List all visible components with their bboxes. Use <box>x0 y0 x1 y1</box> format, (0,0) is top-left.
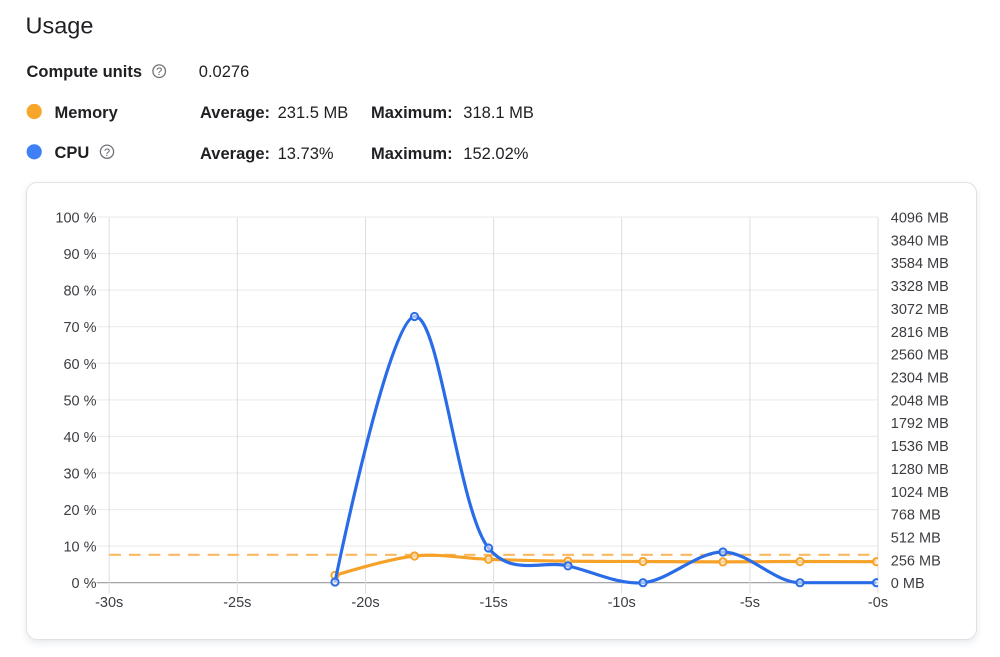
svg-text:0 MB: 0 MB <box>891 576 925 592</box>
svg-text:3584 MB: 3584 MB <box>891 256 949 272</box>
svg-text:?: ? <box>156 66 162 78</box>
svg-text:Maximum:: Maximum: <box>371 104 453 122</box>
svg-text:Compute units: Compute units <box>27 63 143 81</box>
svg-text:-0s: -0s <box>868 595 888 611</box>
svg-text:152.02%: 152.02% <box>463 145 528 163</box>
svg-text:2560 MB: 2560 MB <box>891 348 949 364</box>
svg-text:-30s: -30s <box>95 595 123 611</box>
svg-text:3840 MB: 3840 MB <box>891 233 949 249</box>
svg-text:80 %: 80 % <box>63 284 96 300</box>
svg-text:60 %: 60 % <box>63 357 96 373</box>
svg-text:-5s: -5s <box>740 595 760 611</box>
svg-text:0 %: 0 % <box>72 576 97 592</box>
svg-text:Usage: Usage <box>26 12 94 38</box>
svg-text:3328 MB: 3328 MB <box>891 279 949 295</box>
svg-text:1536 MB: 1536 MB <box>891 439 949 455</box>
svg-text:CPU: CPU <box>55 144 90 162</box>
svg-text:Average:: Average: <box>200 145 270 163</box>
svg-text:3072 MB: 3072 MB <box>891 302 949 318</box>
svg-text:1792 MB: 1792 MB <box>891 416 949 432</box>
svg-text:256 MB: 256 MB <box>891 553 941 569</box>
svg-text:318.1 MB: 318.1 MB <box>463 104 534 122</box>
svg-text:10 %: 10 % <box>63 540 96 556</box>
svg-text:-20s: -20s <box>351 595 379 611</box>
svg-text:90 %: 90 % <box>63 247 96 263</box>
svg-text:1024 MB: 1024 MB <box>891 485 949 501</box>
svg-text:512 MB: 512 MB <box>891 531 941 547</box>
svg-text:40 %: 40 % <box>63 430 96 446</box>
svg-text:13.73%: 13.73% <box>278 145 334 163</box>
svg-text:-25s: -25s <box>223 595 251 611</box>
svg-text:Average:: Average: <box>200 104 270 122</box>
svg-text:2816 MB: 2816 MB <box>891 325 949 341</box>
svg-text:20 %: 20 % <box>63 503 96 519</box>
svg-text:2048 MB: 2048 MB <box>891 393 949 409</box>
svg-text:?: ? <box>104 147 110 159</box>
svg-text:50 %: 50 % <box>63 393 96 409</box>
svg-text:70 %: 70 % <box>63 320 96 336</box>
svg-text:231.5 MB: 231.5 MB <box>278 104 349 122</box>
svg-text:100 %: 100 % <box>55 211 96 227</box>
svg-text:Memory: Memory <box>55 104 119 122</box>
svg-text:4096 MB: 4096 MB <box>891 211 949 227</box>
svg-text:Maximum:: Maximum: <box>371 145 453 163</box>
svg-text:30 %: 30 % <box>63 467 96 483</box>
svg-text:1280 MB: 1280 MB <box>891 462 949 478</box>
svg-text:768 MB: 768 MB <box>891 508 941 524</box>
svg-text:0.0276: 0.0276 <box>199 63 249 81</box>
svg-text:-10s: -10s <box>608 595 636 611</box>
svg-text:2304 MB: 2304 MB <box>891 371 949 387</box>
svg-text:-15s: -15s <box>479 595 507 611</box>
